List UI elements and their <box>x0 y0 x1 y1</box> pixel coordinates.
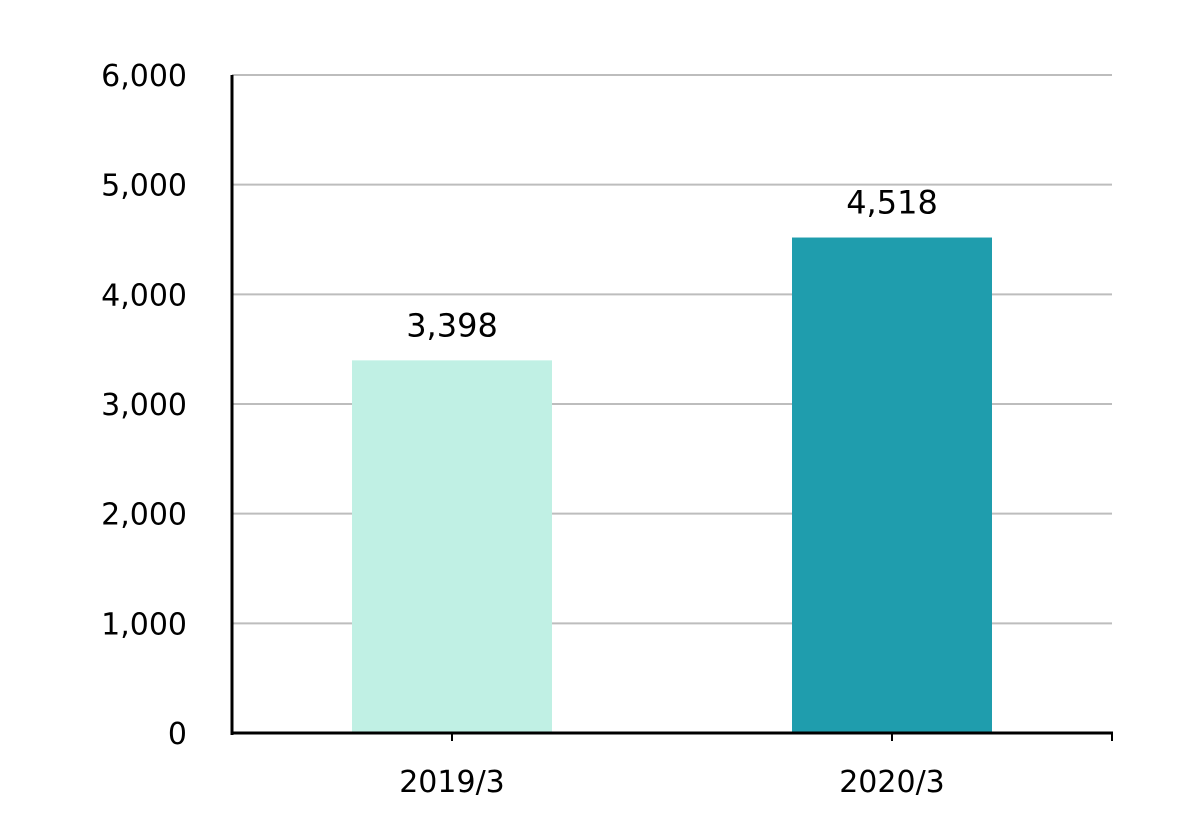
data-label: 4,518 <box>846 184 938 222</box>
axes <box>230 75 1113 741</box>
y-tick-label: 4,000 <box>101 278 187 313</box>
y-tick-label: 6,000 <box>101 59 187 94</box>
y-tick-label: 1,000 <box>101 607 187 642</box>
y-tick-label: 3,000 <box>101 388 187 423</box>
y-tick-label: 5,000 <box>101 169 187 204</box>
bar <box>792 237 992 733</box>
data-label: 3,398 <box>406 306 498 344</box>
y-tick-label: 2,000 <box>101 498 187 533</box>
bar <box>352 360 552 733</box>
bars <box>352 237 992 733</box>
x-tick-label: 2020/3 <box>839 765 945 800</box>
x-tick-label: 2019/3 <box>399 765 505 800</box>
y-tick-label: 0 <box>168 717 187 752</box>
labels: 0 1,000 2,000 3,000 4,000 5,000 6,000 3,398 2019… <box>101 59 945 800</box>
